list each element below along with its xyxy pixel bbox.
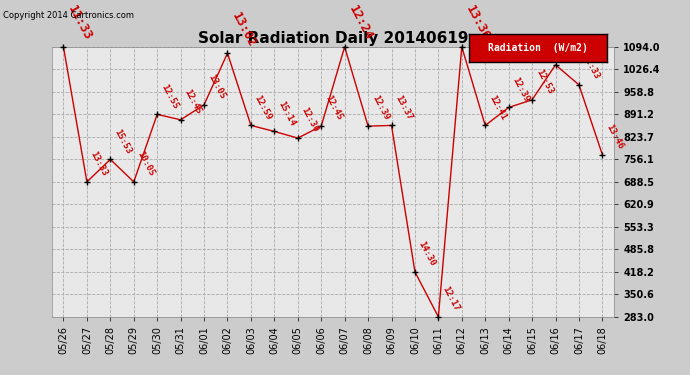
Text: Radiation  (W/m2): Radiation (W/m2) — [489, 43, 588, 53]
Text: 12:24: 12:24 — [346, 4, 375, 43]
Text: 12:30: 12:30 — [299, 106, 320, 134]
Text: 13:33: 13:33 — [89, 150, 109, 178]
Text: 12:41: 12:41 — [487, 93, 508, 122]
Text: 12:45: 12:45 — [182, 88, 203, 116]
Text: 15:53: 15:53 — [112, 128, 132, 155]
Text: 13:37: 13:37 — [393, 93, 414, 122]
Text: 12:53: 12:53 — [534, 68, 555, 96]
Text: 12:39: 12:39 — [511, 75, 531, 104]
Text: 12:45: 12:45 — [323, 94, 344, 122]
Text: 13:36: 13:36 — [464, 4, 493, 43]
Text: 13:46: 13:46 — [604, 123, 625, 151]
Text: 13:02: 13:02 — [229, 10, 259, 49]
Text: 12:33: 12:33 — [581, 53, 602, 81]
Text: Copyright 2014 Cartronics.com: Copyright 2014 Cartronics.com — [3, 11, 135, 20]
Text: 13:05: 13:05 — [206, 73, 226, 101]
Text: 12:59: 12:59 — [253, 93, 273, 122]
Text: 12:17: 12:17 — [440, 285, 461, 313]
Text: 15:14: 15:14 — [276, 99, 297, 128]
Text: 10:05: 10:05 — [136, 150, 156, 178]
Text: 12:39: 12:39 — [370, 94, 391, 122]
Text: 14:30: 14:30 — [417, 240, 437, 268]
Text: 12:55: 12:55 — [159, 82, 179, 110]
Title: Solar Radiation Daily 20140619: Solar Radiation Daily 20140619 — [197, 31, 469, 46]
Text: 12:00: 12:00 — [558, 33, 578, 61]
Text: 11:33: 11:33 — [66, 4, 95, 43]
